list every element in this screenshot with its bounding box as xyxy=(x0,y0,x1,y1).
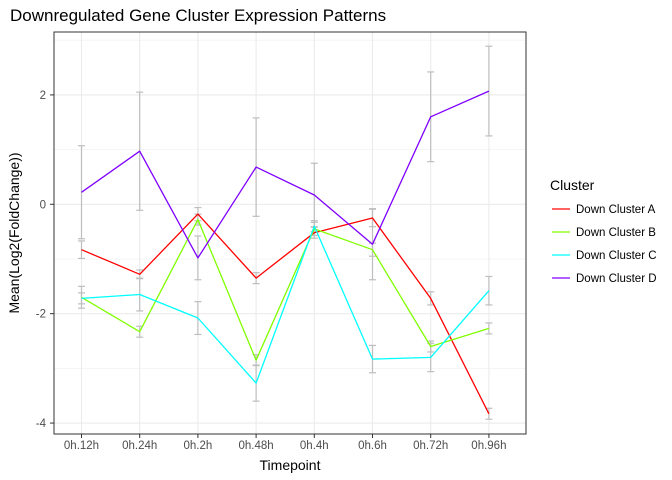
x-tick-label: 0h.72h xyxy=(413,440,448,452)
plot-panel xyxy=(54,32,526,434)
legend-item-down-cluster-c: Down Cluster C xyxy=(552,250,657,262)
x-axis: 0h.12h 0h.24h 0h.2h 0h.48h 0h.4h 0h.6h 0h.72h 0… xyxy=(64,434,506,452)
series-line-down-cluster-b xyxy=(81,218,490,361)
y-tick-label: -2 xyxy=(36,309,46,321)
x-tick-label: 0h.48h xyxy=(239,440,274,452)
plot-border xyxy=(53,31,527,435)
legend-label: Down Cluster D xyxy=(576,273,657,285)
legend-item-down-cluster-a: Down Cluster A xyxy=(552,204,656,216)
y-tick-label: -4 xyxy=(36,418,47,430)
y-axis: -4 -2 0 2 xyxy=(36,90,54,430)
y-axis-title: Mean(Log2(FoldChange)) xyxy=(6,152,22,313)
error-bars xyxy=(78,45,493,420)
grid-minor xyxy=(54,39,526,369)
legend: Cluster Down Cluster A Down Cluster B Down… xyxy=(550,177,657,285)
series-line-down-cluster-c xyxy=(81,225,490,384)
legend-item-down-cluster-b: Down Cluster B xyxy=(552,227,656,239)
error-bar xyxy=(485,45,493,137)
series-line-down-cluster-a xyxy=(81,213,490,415)
x-tick-label: 0h.6h xyxy=(358,440,387,452)
y-tick-label: 0 xyxy=(40,199,46,211)
chart-title: Downregulated Gene Cluster Expression Pa… xyxy=(10,6,386,25)
series-lines xyxy=(81,90,490,415)
x-tick-label: 0h.12h xyxy=(64,440,99,452)
x-tick-label: 0h.2h xyxy=(184,440,213,452)
legend-title: Cluster xyxy=(550,177,595,193)
x-tick-label: 0h.4h xyxy=(300,440,329,452)
error-bar xyxy=(78,240,85,260)
legend-label: Down Cluster B xyxy=(576,227,656,239)
legend-label: Down Cluster A xyxy=(576,204,656,216)
series-line-down-cluster-d xyxy=(81,90,490,259)
legend-item-down-cluster-d: Down Cluster D xyxy=(552,273,657,285)
x-axis-title: Timepoint xyxy=(260,457,321,473)
legend-label: Down Cluster C xyxy=(576,250,657,262)
y-tick-label: 2 xyxy=(40,90,46,102)
x-tick-label: 0h.24h xyxy=(122,440,157,452)
x-tick-label: 0h.96h xyxy=(471,440,506,452)
